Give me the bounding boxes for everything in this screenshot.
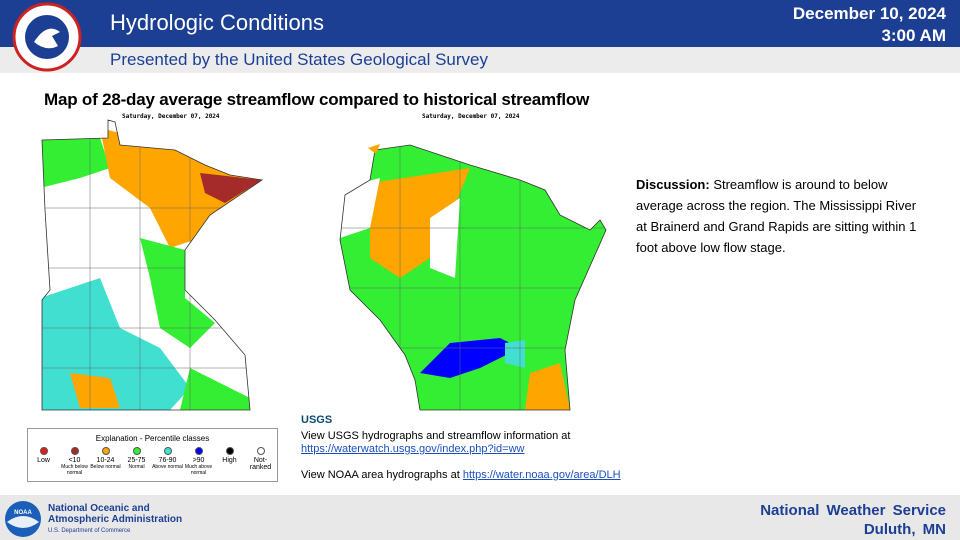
header-bar (0, 0, 960, 47)
legend-range: <10 (68, 457, 81, 464)
link[interactable]: https://water.noaa.gov/area/DLH (462, 469, 621, 481)
department: U.S. Department of Commerce (48, 528, 131, 534)
noaa-bird (7, 516, 39, 528)
legend-item: 76-90 Above normal (152, 447, 183, 470)
noaa-name: National Oceanic and Atmospheric Adminis… (48, 503, 182, 525)
legend-item: <10 Much below normal (59, 447, 90, 476)
date-time: December 10, 2024 3:00 AM (793, 3, 946, 47)
legend-label: Above normal (152, 464, 183, 470)
legend-item: 25-75 Normal (121, 447, 152, 470)
legend-label: Normal (128, 464, 145, 470)
link-text: View NOAA area hydrographs at (301, 469, 460, 481)
legend-range: 10-24 (96, 457, 115, 464)
legend-label: Below normal (90, 464, 121, 470)
legend-swatch (39, 447, 48, 455)
office: National Weather Service Duluth, MN (760, 501, 946, 539)
wisconsin-map (340, 145, 606, 410)
noaa-label: NOAA (14, 510, 32, 516)
legend-range: >90 (192, 457, 205, 464)
legend-swatch (225, 447, 234, 455)
legend-swatch (132, 447, 141, 455)
legend-swatch (101, 447, 110, 455)
legend-item: >90 Much above normal (183, 447, 214, 476)
office-name: Duluth, MN (863, 521, 946, 538)
logo-cloud (34, 28, 60, 49)
discussion: Discussion: Streamflow is around to belo… (636, 174, 926, 258)
legend-title: Explanation - Percentile classes (95, 434, 210, 443)
link-line: View NOAA area hydrographs at https://wa… (301, 469, 621, 482)
legend-item: 10-24 Below normal (90, 447, 121, 470)
time: 3:00 AM (881, 26, 946, 45)
legend-swatch (70, 447, 79, 455)
legend-item: Low (28, 447, 59, 464)
legend-label: Much below normal (61, 464, 88, 476)
subtitle: Presented by the United States Geologica… (110, 50, 488, 69)
discussion-label: Discussion: (636, 177, 710, 192)
links: USGS View USGS hydrographs and streamflo… (301, 414, 621, 482)
noaa-line: Atmospheric Administration (48, 514, 183, 525)
map-date: Saturday, December 07, 2024 (122, 113, 220, 120)
noaa-line: National Oceanic and (48, 503, 150, 514)
heading: Map of 28-day average streamflow compare… (44, 90, 590, 109)
usgs-logo: USGS (301, 414, 333, 426)
legend-swatch (163, 447, 172, 455)
discussion-text: Streamflow is around to below average ac… (636, 177, 917, 255)
legend-item: High (214, 447, 245, 464)
link-text: View USGS hydrographs and streamflow inf… (301, 430, 571, 442)
minnesota-map (42, 120, 262, 410)
legend-swatch (194, 447, 203, 455)
legend-swatch (256, 447, 265, 455)
title: Hydrologic Conditions (110, 10, 324, 35)
legend-item: Not-ranked (245, 447, 276, 471)
maps: Saturday, December 07, 2024 Saturday, De… (41, 113, 607, 411)
legend-range: 25-75 (127, 457, 146, 464)
legend-range: High (222, 457, 237, 464)
legend: Explanation - Percentile classes Low <10 M… (27, 428, 278, 482)
nws-logo (12, 2, 82, 72)
date: December 10, 2024 (792, 4, 946, 23)
footer-bar (0, 495, 960, 540)
legend-range: Not-ranked (249, 457, 272, 471)
legend-label: Much above normal (184, 464, 213, 476)
nws-name: National Weather Service (760, 502, 946, 519)
subtitle-bar (0, 47, 960, 73)
legend-range: Low (37, 457, 50, 464)
map-date: Saturday, December 07, 2024 (422, 113, 520, 120)
noaa-logo: NOAA (5, 501, 41, 537)
link[interactable]: https://waterwatch.usgs.gov/index.php?id… (301, 443, 525, 455)
legend-range: 76-90 (158, 457, 177, 464)
